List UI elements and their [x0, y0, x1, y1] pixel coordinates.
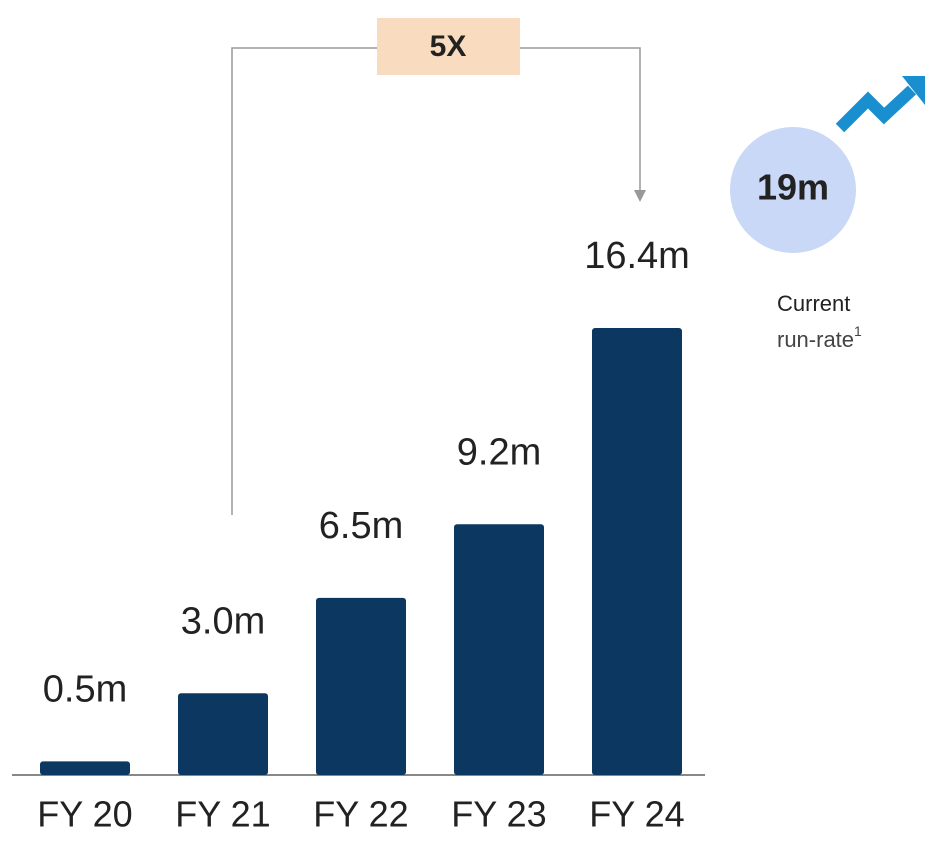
footnote-marker: 1	[854, 323, 862, 339]
value-label: 9.2m	[457, 431, 541, 473]
run-rate-value: 19m	[757, 167, 829, 208]
bar	[178, 693, 268, 775]
trend-arrow	[835, 85, 917, 133]
trend-arrowhead	[902, 76, 925, 105]
bar	[40, 761, 130, 775]
x-tick-label: FY 20	[37, 794, 132, 835]
value-label: 0.5m	[43, 668, 127, 710]
run-rate-caption: run-rate1	[777, 323, 862, 352]
bar	[592, 328, 682, 775]
run-rate-caption: run-rate	[777, 327, 854, 352]
bar	[316, 597, 406, 775]
bracket-arrowhead	[634, 190, 646, 202]
x-tick-label: FY 21	[175, 794, 270, 835]
value-label: 6.5m	[319, 505, 403, 547]
run-rate-caption: Current	[777, 291, 850, 316]
bar	[454, 524, 544, 775]
x-tick-label: FY 24	[589, 794, 684, 835]
x-tick-label: FY 22	[313, 794, 408, 835]
growth-label: 5X	[430, 30, 467, 63]
value-label: 3.0m	[181, 600, 265, 642]
bracket-right	[520, 47, 641, 192]
value-label: 16.4m	[584, 235, 690, 277]
run-rate-circle	[730, 127, 856, 253]
bracket-left	[231, 47, 377, 515]
growth-box	[377, 18, 520, 75]
x-tick-label: FY 23	[451, 794, 546, 835]
